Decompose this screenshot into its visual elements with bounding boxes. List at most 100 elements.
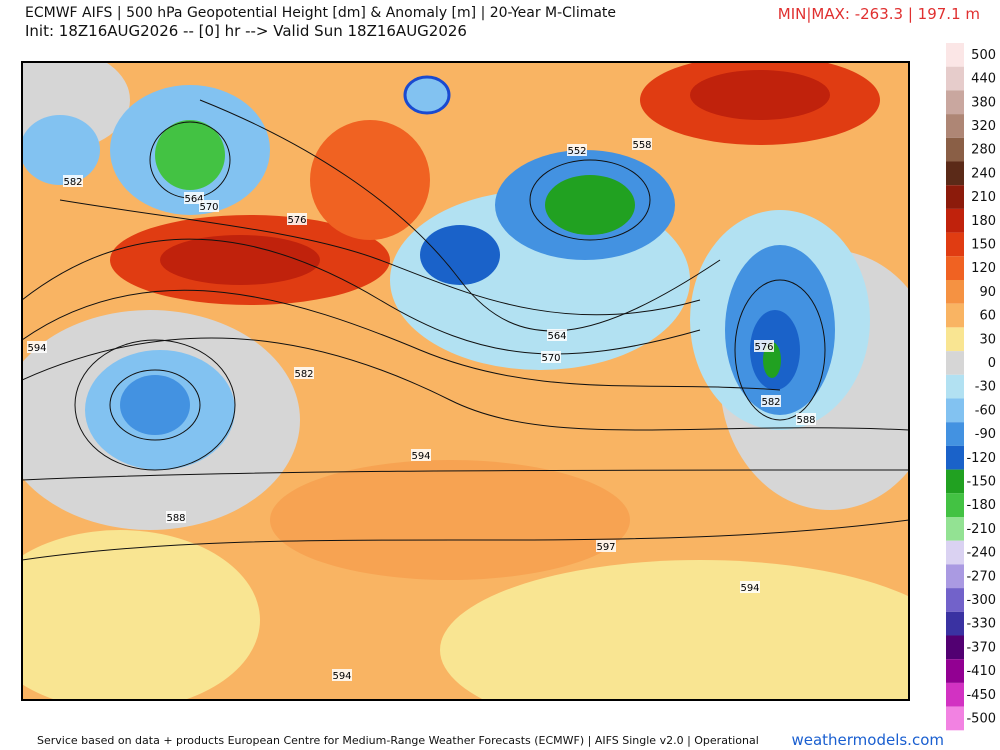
colorbar-swatch [946,90,964,115]
colorbar-swatch [946,327,964,352]
colorbar-swatch [946,114,964,138]
colorbar-label: 500 [971,48,996,63]
colorbar-swatch [946,208,964,233]
colorbar-label: -150 [966,474,996,489]
colorbar-swatch [946,564,964,589]
colorbar-label: -180 [966,498,996,513]
colorbar-swatch [946,611,964,636]
colorbar-label: 60 [979,309,996,324]
contour-label: 594 [27,343,46,354]
colorbar-swatch [946,374,964,399]
contour-label-bg [547,329,567,341]
colorbar-label: -270 [966,569,996,584]
colorbar-swatch [946,540,964,565]
colorbar-swatch [946,682,964,707]
colorbar-label: 90 [979,285,996,300]
colorbar-label: -330 [966,617,996,632]
colorbar-label: 30 [979,332,996,347]
contour-label: 582 [294,369,313,380]
colorbar-label: -120 [966,451,996,466]
contour-label: 594 [332,671,351,682]
contour-label: 552 [567,146,586,157]
contour-label: 588 [166,513,185,524]
contour-label-bg [287,213,307,225]
colorbar-label: 210 [971,190,996,205]
site: weathermodels.com [791,731,944,749]
contour-label: 594 [411,451,430,462]
colorbar-swatch [946,588,964,612]
colorbar-label: -30 [975,380,996,395]
contour-label-bg [294,367,314,379]
colorbar-label: -240 [966,546,996,561]
colorbar-label: -450 [966,688,996,703]
contour-label: 582 [63,177,82,188]
colorbar-label: -90 [975,427,996,442]
contour-label: 582 [761,397,780,408]
contour-label-bg [567,144,587,156]
colorbar-label: 440 [971,72,996,87]
colorbar-label: -370 [966,640,996,655]
contour-label: 558 [632,140,651,151]
colorbar-label: 240 [971,166,996,181]
colorbar-swatch [946,351,964,375]
contour-label: 576 [754,342,773,353]
contour-label-bg [166,511,186,523]
colorbar-label: -210 [966,522,996,537]
contour-label: 576 [287,215,306,226]
contour-label-bg [632,138,652,150]
colorbar-swatch [946,280,964,304]
colorbar-swatch [946,706,964,731]
contour-label: 564 [184,194,203,205]
contour-label-bg [754,340,774,352]
credit: Service based on data + products Europea… [37,734,759,747]
colorbar-label: 150 [971,237,996,252]
contour-label-bg [761,395,781,407]
contour-label-bg [796,413,816,425]
contour-label-bg [596,540,616,552]
colorbar-swatch [946,635,964,660]
colorbar-label: -410 [966,664,996,679]
colorbar-swatch [946,43,964,67]
colorbar-label: 180 [971,214,996,229]
colorbar-swatch [946,469,964,494]
contour-label: 594 [740,583,759,594]
contour-label-bg [63,175,83,187]
colorbar-swatch [946,493,964,517]
colorbar-swatch [946,232,964,257]
colorbar-swatch [946,185,964,209]
colorbar-swatch [946,398,964,423]
contour-label: 564 [547,331,566,342]
contour-label-bg [27,341,47,353]
contour-label: 570 [541,353,560,364]
colorbar-label: 120 [971,261,996,276]
colorbar-swatch [946,303,964,328]
contour-label: 597 [596,542,615,553]
anomaly-field [22,62,909,700]
min-max: MIN|MAX: -263.3 | 197.1 m [777,5,980,23]
colorbar-label: 280 [971,143,996,158]
contour-label: 570 [199,202,218,213]
contour-label-bg [740,581,760,593]
map-frame [21,61,910,701]
contour-label-bg [411,449,431,461]
colorbar-swatch [946,659,964,683]
contour-label-bg [199,200,219,212]
colorbar-swatch [946,422,964,446]
contour-label: 588 [796,415,815,426]
colorbar-label: -60 [975,403,996,418]
colorbar-label: 320 [971,119,996,134]
colorbar-swatch [946,66,964,91]
colorbar-swatch [946,161,964,186]
colorbar-label: -300 [966,593,996,608]
contour-label-bg [541,351,561,363]
subtitle: Init: 18Z16AUG2026 -- [0] hr --> Valid S… [25,22,467,40]
colorbar-swatch [946,256,964,280]
colorbar-label: -500 [966,711,996,726]
title: ECMWF AIFS | 500 hPa Geopotential Height… [25,5,617,21]
colorbar-label: 380 [971,95,996,110]
contour-label-bg [332,669,352,681]
colorbar-label: 0 [988,356,996,371]
colorbar-swatch [946,445,964,470]
